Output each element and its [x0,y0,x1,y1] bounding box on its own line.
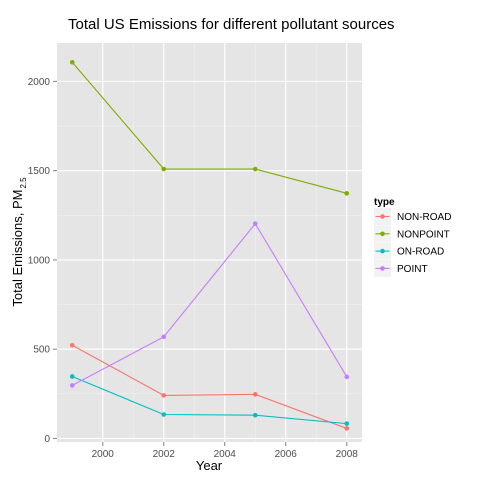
series-line-non-road [71,344,347,429]
data-point-on-road [161,412,167,417]
legend-label: NON-ROAD [397,212,451,223]
x-tick-label: 2002 [153,449,176,460]
legend-label: NONPOINT [397,229,450,240]
data-point-nonpoint [69,59,75,65]
legend-key-point [380,214,385,219]
x-tick-label: 2008 [336,449,359,460]
y-axis-ticks: 0 500 1000 1500 2000 [28,77,57,445]
data-point-point [252,221,258,226]
legend-key-point [380,266,385,271]
data-point-on-road [252,412,258,418]
y-tick-label: 0 [44,434,50,445]
data-point-nonpoint [161,166,167,172]
y-axis-title-subscript: 2.5 [19,177,28,189]
y-tick-label: 2000 [28,77,51,88]
legend-item-non-road: NON-ROAD [374,208,451,225]
data-point-non-road [252,392,258,397]
legend-key-point [380,248,385,254]
legend-key-point [380,231,385,237]
data-point-on-road [344,421,350,426]
data-point-point [69,383,75,388]
series-non-road [69,342,350,431]
series-line-on-road [72,375,347,425]
y-tick-label: 500 [33,345,50,356]
legend-title: type [374,197,395,208]
series-nonpoint [69,59,350,196]
x-tick-label: 2004 [214,449,237,460]
series-line-nonpoint [71,61,347,194]
series-layer [69,59,350,431]
series-on-road [69,374,350,426]
plot-panel [57,43,362,442]
legend-item-on-road: ON-ROAD [374,242,444,260]
data-point-on-road [69,374,75,379]
data-point-nonpoint [252,166,258,172]
data-point-point [344,374,350,380]
legend-label: ON-ROAD [397,247,444,258]
series-point [69,221,350,388]
data-point-non-road [344,426,350,431]
legend-label: POINT [397,264,428,275]
y-axis-title: Total Emissions, PM2.5 [10,177,28,307]
data-point-point [161,334,167,340]
legend-item-point: POINT [374,259,428,277]
x-tick-label: 2006 [275,449,298,460]
grid-lines [57,43,362,442]
y-tick-label: 1000 [28,255,51,266]
x-tick-label: 2000 [92,449,115,460]
x-axis-ticks: 2000 2002 2004 2006 2008 [92,442,359,460]
y-tick-label: 1500 [28,166,51,177]
legend: NON-ROAD NONPOINT ON-ROAD POINT [374,208,451,277]
series-line-point [71,222,348,386]
data-point-non-road [69,342,75,348]
legend-item-nonpoint: NONPOINT [374,225,450,243]
chart-title: Total US Emissions for different polluta… [68,16,395,33]
y-axis-title-main: Total Emissions, PM [10,190,25,307]
x-axis-title: Year [196,458,223,473]
data-point-non-road [161,393,167,398]
data-point-nonpoint [344,191,350,196]
